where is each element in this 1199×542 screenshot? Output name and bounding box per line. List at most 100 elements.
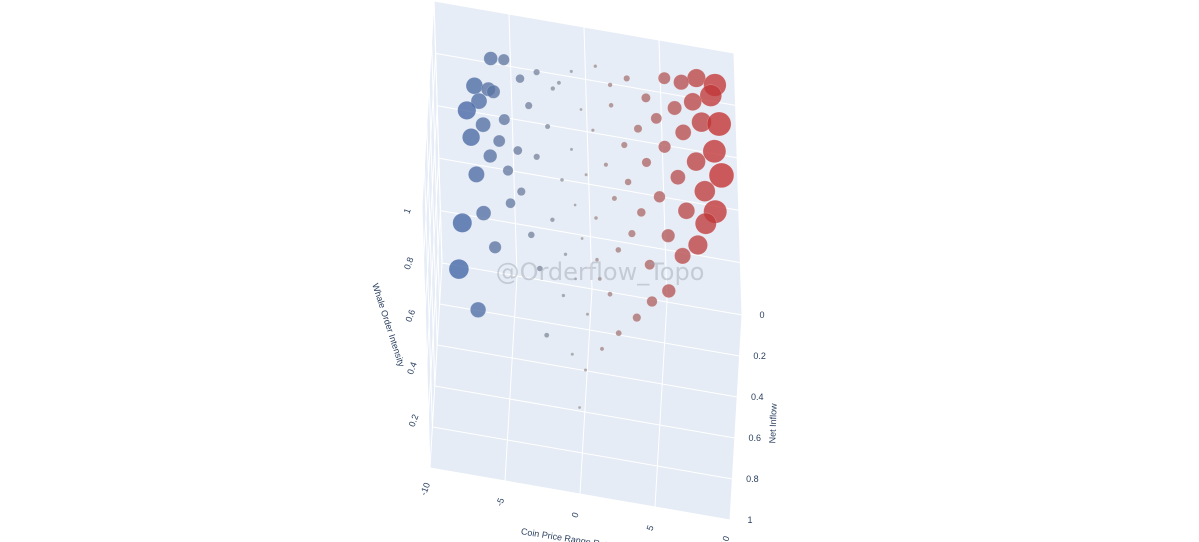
data-point xyxy=(608,102,614,108)
grid-line-y-wall xyxy=(421,205,431,469)
x-tick-label: 10 xyxy=(719,535,732,542)
tick-labels: -10 -5 0 5 10 0 0.2 0.4 0.6 0.8 1 0.2 0.4 0.6 0.8 1 xyxy=(402,207,766,542)
data-point xyxy=(505,197,516,209)
grid-line-x-wall xyxy=(583,26,593,290)
data-point xyxy=(483,148,498,164)
data-point xyxy=(462,128,481,147)
data-point xyxy=(590,128,595,133)
data-point xyxy=(683,92,702,111)
data-point xyxy=(708,162,735,189)
data-point xyxy=(677,202,696,220)
data-point xyxy=(584,172,588,177)
data-point xyxy=(674,124,692,141)
data-point xyxy=(620,141,628,149)
data-point xyxy=(615,329,622,337)
grid-line-x-floor xyxy=(654,301,668,508)
watermark-text: @Orderflow_Topo xyxy=(496,258,705,286)
data-point xyxy=(646,295,658,308)
x-tick-label: 0 xyxy=(570,511,581,519)
data-point xyxy=(702,139,727,164)
data-point xyxy=(624,178,632,186)
grid-line-z-wall xyxy=(423,53,437,259)
grid-line-y-wall xyxy=(433,0,443,264)
data-point xyxy=(661,283,676,298)
data-point xyxy=(627,229,636,238)
grid-line-z-wall xyxy=(421,0,435,207)
data-point xyxy=(615,246,622,254)
grid-line-y-floor xyxy=(429,467,731,521)
data-point xyxy=(486,84,501,99)
data-point xyxy=(569,147,574,152)
data-point xyxy=(492,134,506,148)
y-tick-label: 0.4 xyxy=(751,392,764,402)
data-point xyxy=(694,212,717,235)
data-point xyxy=(650,112,663,125)
grid-line-y-wall xyxy=(431,41,441,305)
data-point xyxy=(607,82,613,88)
grid-line-z-wall xyxy=(427,210,441,416)
y-tick-label: 0.8 xyxy=(746,474,759,484)
grid-line-z-side xyxy=(437,105,738,159)
data-point xyxy=(544,123,551,130)
grid-line-x-wall xyxy=(658,39,668,303)
data-point xyxy=(488,240,502,254)
data-point xyxy=(686,151,706,172)
data-point xyxy=(667,100,682,116)
data-point xyxy=(569,69,574,74)
data-point xyxy=(641,93,651,103)
data-point xyxy=(670,169,686,185)
grid-line-x-wall xyxy=(508,13,518,277)
data-point xyxy=(673,74,690,91)
data-point xyxy=(653,190,666,203)
data-point xyxy=(556,80,562,86)
grid-line-z-wall xyxy=(424,105,438,311)
y-tick-label: 1 xyxy=(747,515,752,525)
grid-line-y-floor xyxy=(441,262,743,316)
data-point xyxy=(597,276,603,282)
data-point xyxy=(502,165,514,177)
grid-line-z-side xyxy=(438,157,739,211)
data-point xyxy=(573,203,577,207)
data-point xyxy=(706,111,732,137)
data-point xyxy=(658,140,672,154)
data-point xyxy=(580,236,584,241)
data-point xyxy=(563,252,568,257)
z-tick-label: 0.8 xyxy=(402,256,416,271)
grid-line-z-side xyxy=(433,0,735,54)
data-point xyxy=(633,124,643,134)
data-point xyxy=(611,195,618,202)
grid-line-y-wall xyxy=(423,164,433,428)
data-point xyxy=(559,177,565,183)
data-point xyxy=(497,53,510,66)
data-point xyxy=(687,235,708,255)
y-tick-label: 0.6 xyxy=(749,433,762,443)
data-point xyxy=(533,68,541,76)
data-point xyxy=(632,313,642,323)
data-point xyxy=(468,166,485,183)
data-point xyxy=(543,332,550,338)
data-point xyxy=(573,277,578,281)
data-point xyxy=(644,259,656,271)
data-point xyxy=(593,215,599,221)
data-points xyxy=(448,51,735,410)
data-point xyxy=(694,180,716,202)
data-point xyxy=(636,207,646,218)
data-point xyxy=(475,116,491,133)
data-point xyxy=(585,312,590,317)
data-point xyxy=(448,258,470,280)
grid-line-y-wall xyxy=(426,123,436,387)
data-point xyxy=(579,107,583,112)
x-axis-title: Coin Price Range Return xyxy=(520,526,620,542)
grid-line-x-floor xyxy=(504,275,518,482)
data-point xyxy=(561,293,566,298)
grid-lines xyxy=(421,0,743,521)
data-point xyxy=(515,73,525,84)
data-point xyxy=(527,231,535,239)
z-tick-label: 0.2 xyxy=(407,413,421,428)
x-tick-label: 5 xyxy=(645,524,656,532)
x-tick-label: -5 xyxy=(494,496,506,507)
data-point xyxy=(674,247,691,265)
data-point xyxy=(607,291,613,297)
